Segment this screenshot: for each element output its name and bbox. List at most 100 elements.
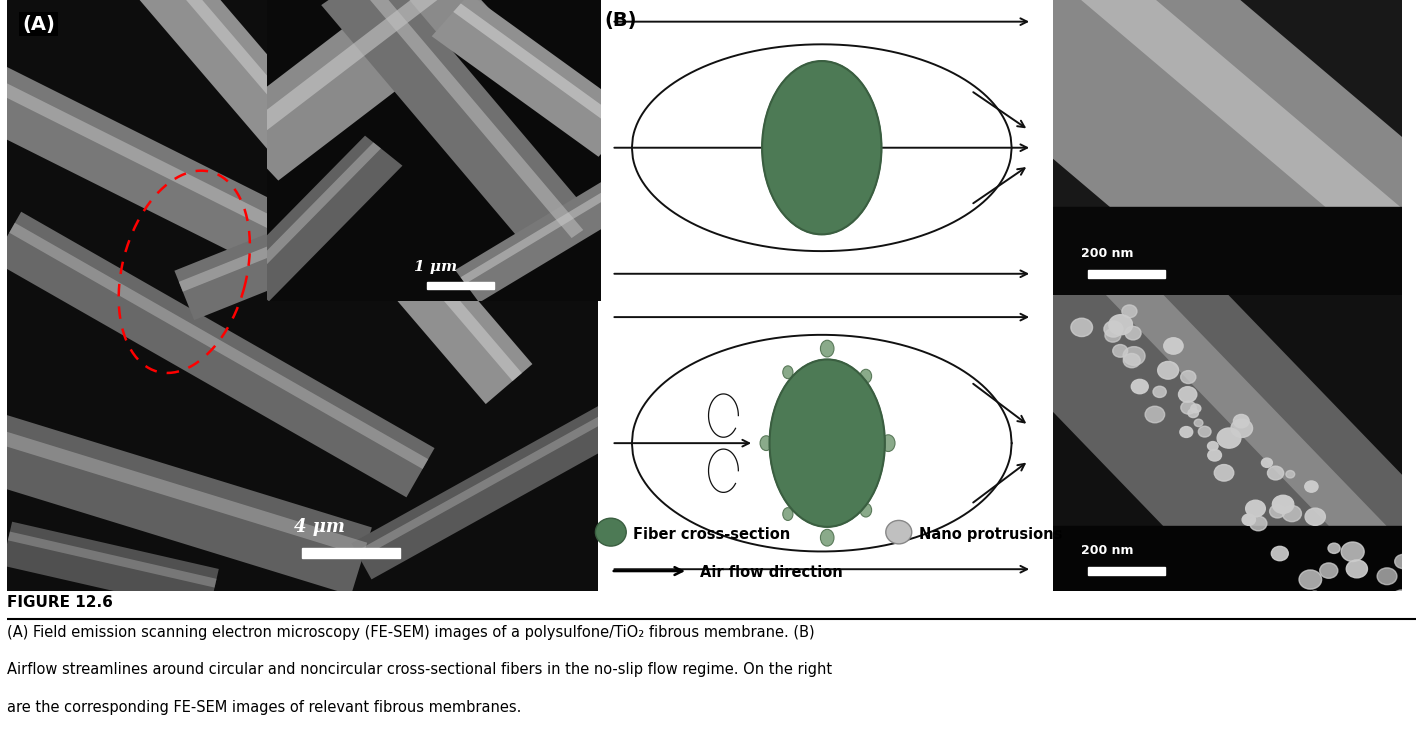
Ellipse shape <box>1217 428 1241 448</box>
Polygon shape <box>925 0 1423 404</box>
Bar <box>302 548 400 559</box>
Text: Airflow streamlines around circular and noncircular cross-sectional fibers in th: Airflow streamlines around circular and … <box>7 662 832 677</box>
Ellipse shape <box>1158 361 1178 379</box>
Polygon shape <box>235 0 462 146</box>
Ellipse shape <box>1268 466 1284 480</box>
Ellipse shape <box>859 369 872 383</box>
Ellipse shape <box>1066 286 1076 294</box>
Ellipse shape <box>1081 256 1094 266</box>
Polygon shape <box>461 187 616 284</box>
Bar <box>1087 567 1164 575</box>
Text: FIGURE 12.6: FIGURE 12.6 <box>7 595 112 610</box>
Polygon shape <box>435 0 642 247</box>
Polygon shape <box>354 0 583 238</box>
Ellipse shape <box>1181 371 1195 383</box>
Polygon shape <box>305 48 635 263</box>
Ellipse shape <box>1022 264 1043 282</box>
Ellipse shape <box>1271 546 1288 561</box>
Polygon shape <box>351 396 638 579</box>
Ellipse shape <box>1104 321 1123 337</box>
Ellipse shape <box>1269 505 1285 518</box>
Polygon shape <box>1083 248 1423 597</box>
Text: 4 μm: 4 μm <box>293 517 344 536</box>
Polygon shape <box>175 93 638 320</box>
Ellipse shape <box>1123 346 1146 366</box>
Ellipse shape <box>1261 458 1272 468</box>
Ellipse shape <box>821 341 834 357</box>
Ellipse shape <box>1109 315 1133 335</box>
Ellipse shape <box>1194 419 1202 426</box>
Ellipse shape <box>1188 409 1198 418</box>
Polygon shape <box>9 531 216 588</box>
Ellipse shape <box>1342 542 1365 562</box>
Ellipse shape <box>881 435 895 451</box>
Ellipse shape <box>783 366 793 379</box>
Polygon shape <box>290 39 640 286</box>
Polygon shape <box>0 211 434 498</box>
Ellipse shape <box>1306 592 1322 605</box>
Ellipse shape <box>1305 481 1318 493</box>
Ellipse shape <box>760 436 773 451</box>
Polygon shape <box>1 522 219 613</box>
Polygon shape <box>9 223 428 469</box>
Polygon shape <box>179 105 626 291</box>
Ellipse shape <box>1072 319 1093 337</box>
Polygon shape <box>232 136 403 301</box>
Ellipse shape <box>1191 404 1201 413</box>
Text: Nano protrusions: Nano protrusions <box>919 527 1063 542</box>
Ellipse shape <box>1094 272 1117 290</box>
Ellipse shape <box>1272 495 1294 513</box>
Polygon shape <box>1032 0 1423 313</box>
Polygon shape <box>455 180 629 302</box>
Ellipse shape <box>1395 554 1412 569</box>
Ellipse shape <box>1346 560 1368 578</box>
Ellipse shape <box>1044 287 1054 296</box>
Polygon shape <box>240 142 381 284</box>
Ellipse shape <box>1339 593 1360 612</box>
Ellipse shape <box>1305 508 1325 526</box>
Text: Fiber cross-section: Fiber cross-section <box>633 527 790 542</box>
Polygon shape <box>131 0 532 404</box>
Text: Air flow direction: Air flow direction <box>700 565 842 580</box>
Ellipse shape <box>1299 570 1322 589</box>
Ellipse shape <box>1249 516 1266 531</box>
Ellipse shape <box>1245 500 1265 517</box>
Ellipse shape <box>1113 344 1127 357</box>
Ellipse shape <box>821 529 834 546</box>
Polygon shape <box>454 4 628 132</box>
Ellipse shape <box>1153 386 1167 397</box>
Ellipse shape <box>1208 442 1218 451</box>
Ellipse shape <box>885 520 912 544</box>
Text: (A) Field emission scanning electron microscopy (FE-SEM) images of a polysulfone: (A) Field emission scanning electron mic… <box>7 625 815 640</box>
Bar <box>1053 207 1402 296</box>
Ellipse shape <box>595 518 626 546</box>
Text: (B): (B) <box>605 11 638 29</box>
Ellipse shape <box>859 504 872 517</box>
Ellipse shape <box>1214 465 1234 481</box>
Text: 200 nm: 200 nm <box>1081 247 1133 260</box>
Polygon shape <box>222 0 495 181</box>
Bar <box>1053 526 1402 591</box>
Text: are the corresponding FE-SEM images of relevant fibrous membranes.: are the corresponding FE-SEM images of r… <box>7 700 521 715</box>
Polygon shape <box>0 59 346 295</box>
Circle shape <box>770 360 885 527</box>
Ellipse shape <box>783 508 793 520</box>
Ellipse shape <box>1231 419 1252 437</box>
Bar <box>427 282 494 289</box>
Ellipse shape <box>1181 401 1197 414</box>
Polygon shape <box>158 0 522 381</box>
Ellipse shape <box>1104 329 1121 342</box>
Ellipse shape <box>1198 426 1211 437</box>
Bar <box>1087 270 1164 277</box>
Ellipse shape <box>1146 406 1164 423</box>
Ellipse shape <box>1126 327 1141 340</box>
Ellipse shape <box>1242 514 1255 526</box>
Ellipse shape <box>1328 543 1340 553</box>
Ellipse shape <box>1282 506 1302 522</box>
Ellipse shape <box>1123 354 1140 368</box>
Circle shape <box>763 61 881 234</box>
Polygon shape <box>0 410 371 595</box>
Polygon shape <box>322 0 596 261</box>
Polygon shape <box>985 221 1423 666</box>
Ellipse shape <box>1286 470 1295 478</box>
